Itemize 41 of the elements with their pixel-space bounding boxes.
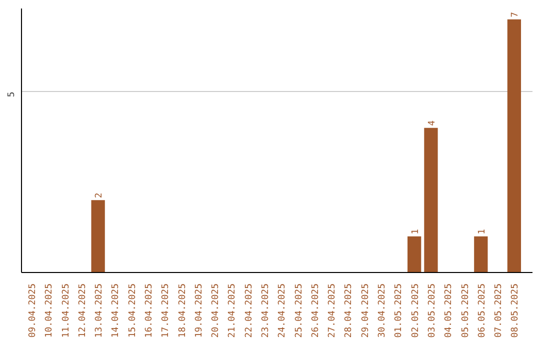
data-label: 1: [410, 228, 421, 234]
data-label: 1: [477, 228, 488, 234]
x-tick-label: 18.04.2025: [178, 283, 188, 338]
x-tick-label: 28.04.2025: [344, 283, 354, 338]
x-tick-label: 21.04.2025: [228, 283, 238, 338]
x-tick-label: 17.04.2025: [161, 283, 172, 338]
bar: [507, 19, 522, 272]
x-tick-label: 07.05.2025: [494, 283, 504, 338]
x-tick-label: 04.05.2025: [444, 283, 454, 338]
x-tick-label: 16.04.2025: [144, 283, 154, 338]
x-tick-label: 13.04.2025: [94, 283, 105, 338]
bar: [407, 236, 422, 272]
x-tick-label: 19.04.2025: [194, 283, 204, 338]
x-tick-label: 27.04.2025: [328, 283, 338, 338]
bar: [91, 200, 105, 272]
x-tick-label: 11.04.2025: [61, 283, 72, 338]
x-tick-label: 09.04.2025: [28, 283, 38, 338]
x-tick-label: 05.05.2025: [460, 283, 471, 338]
x-tick-label: 08.05.2025: [510, 283, 521, 338]
x-tick-label: 30.04.2025: [378, 283, 388, 338]
data-label: 2: [94, 192, 105, 198]
x-tick-label: 01.05.2025: [394, 283, 404, 338]
x-tick-label: 12.04.2025: [78, 283, 88, 338]
x-tick-label: 25.04.2025: [294, 283, 304, 338]
x-tick-label: 10.04.2025: [44, 283, 55, 338]
bar: [424, 128, 438, 272]
data-label: 7: [510, 12, 521, 18]
x-tick-label: 24.04.2025: [278, 283, 288, 338]
x-tick-label: 02.05.2025: [410, 283, 421, 338]
x-tick-label: 29.04.2025: [360, 283, 371, 338]
x-tick-label: 26.04.2025: [310, 283, 321, 338]
bar: [474, 236, 488, 272]
x-tick-label: 03.05.2025: [427, 283, 438, 338]
x-tick-label: 20.04.2025: [211, 283, 222, 338]
x-tick-label: 23.04.2025: [261, 283, 272, 338]
x-tick-label: 15.04.2025: [128, 283, 138, 338]
x-tick-label: 06.05.2025: [477, 283, 488, 338]
x-tick-label: 14.04.2025: [111, 283, 122, 338]
x-tick-label: 22.04.2025: [244, 283, 254, 338]
data-label: 4: [427, 120, 438, 126]
y-tick-label: 5: [7, 92, 17, 98]
